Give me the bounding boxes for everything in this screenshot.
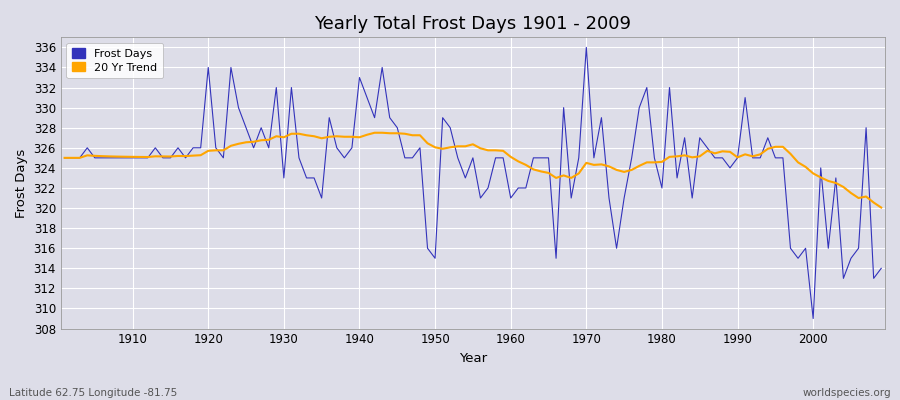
20 Yr Trend [876,205,886,210]
20 Yr Trend [369,130,380,135]
Frost Days [59,156,70,160]
Frost Days [120,156,130,160]
20 Yr Trend [604,164,615,169]
Frost Days [286,85,297,90]
Text: worldspecies.org: worldspecies.org [803,388,891,398]
Frost Days [505,196,516,200]
Text: Latitude 62.75 Longitude -81.75: Latitude 62.75 Longitude -81.75 [9,388,177,398]
Title: Yearly Total Frost Days 1901 - 2009: Yearly Total Frost Days 1901 - 2009 [314,15,632,33]
20 Yr Trend [59,156,70,160]
Frost Days [580,45,591,50]
Line: 20 Yr Trend: 20 Yr Trend [65,133,881,208]
Frost Days [331,146,342,150]
Frost Days [876,266,886,271]
Legend: Frost Days, 20 Yr Trend: Frost Days, 20 Yr Trend [67,43,163,78]
X-axis label: Year: Year [459,352,487,365]
Frost Days [498,156,508,160]
20 Yr Trend [331,134,342,139]
Line: Frost Days: Frost Days [65,47,881,318]
20 Yr Trend [513,159,524,164]
20 Yr Trend [120,154,130,159]
Frost Days [604,196,615,200]
20 Yr Trend [286,131,297,136]
Y-axis label: Frost Days: Frost Days [15,148,28,218]
Frost Days [808,316,819,321]
20 Yr Trend [505,154,516,159]
